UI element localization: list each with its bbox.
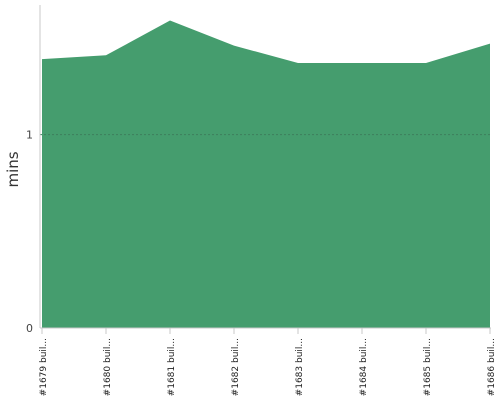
x-tick-label-3: #1682 buil... bbox=[231, 338, 241, 396]
x-tick-label-5: #1684 buil... bbox=[359, 338, 369, 396]
x-tick-label-6: #1685 buil... bbox=[423, 338, 433, 396]
x-tick-labels: #1679 buil... #1680 buil... #1681 buil... #… bbox=[39, 338, 497, 396]
x-tick-label-1: #1680 buil... bbox=[103, 338, 113, 396]
x-tick-label-0: #1679 buil... bbox=[39, 338, 49, 396]
x-tick-label-4: #1683 buil... bbox=[295, 338, 305, 396]
y-tick-labels: 01 bbox=[26, 129, 33, 335]
x-tick-label-7: #1686 buil... bbox=[487, 338, 497, 396]
y-axis-label: mins bbox=[4, 151, 22, 187]
y-tick-label-0: 0 bbox=[26, 322, 33, 335]
x-tick-label-2: #1681 buil... bbox=[167, 338, 177, 396]
x-tick-marks bbox=[41, 328, 491, 334]
area-series bbox=[42, 20, 490, 328]
y-tick-label-1: 1 bbox=[26, 129, 33, 142]
